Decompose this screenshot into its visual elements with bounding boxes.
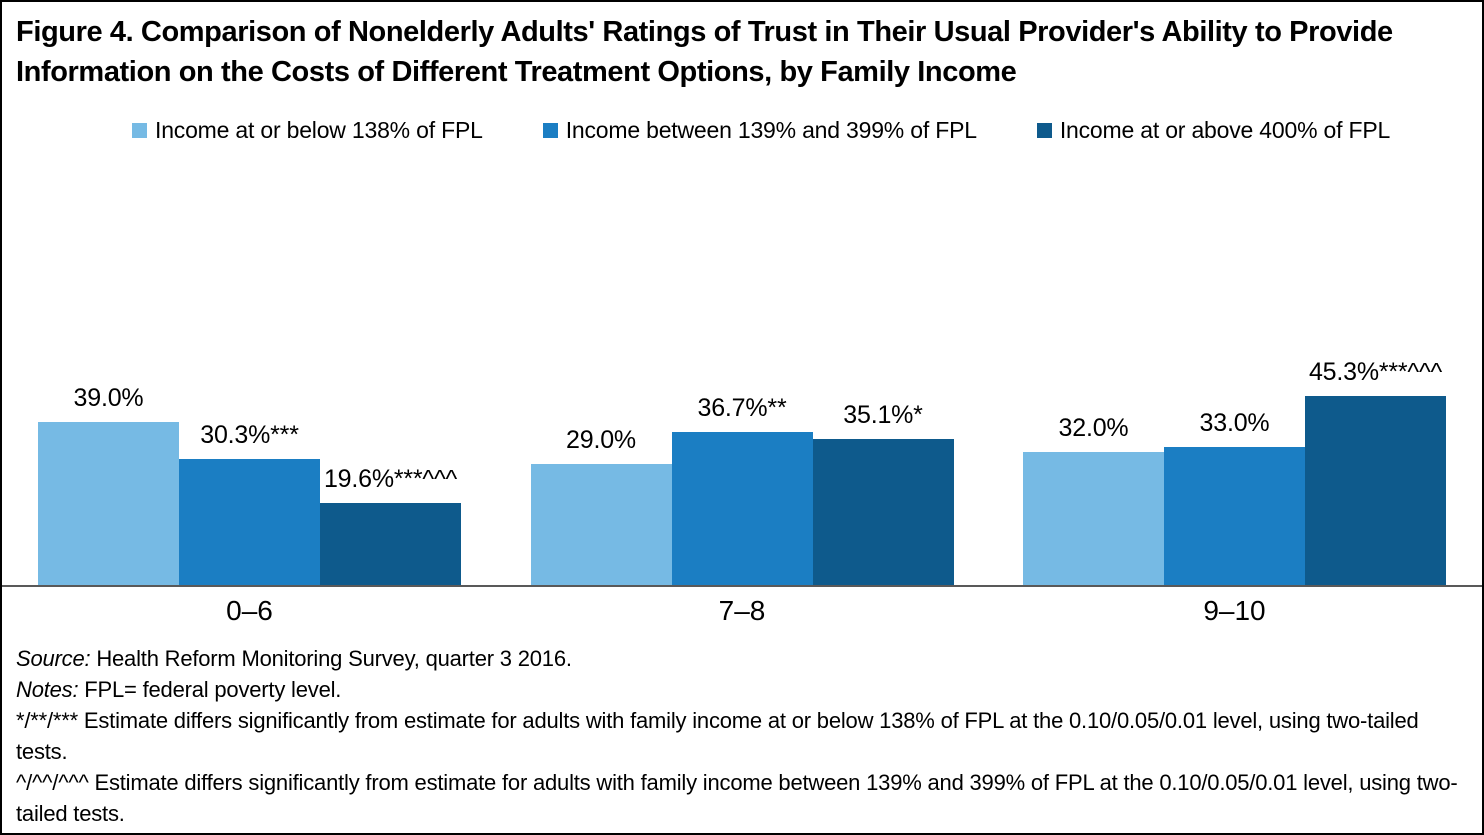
- bar: 32.0%: [1023, 414, 1164, 585]
- notes-line: Notes: FPL= federal poverty level.: [16, 674, 1466, 705]
- bar: 33.0%: [1164, 409, 1305, 585]
- bar: 45.3%***^^^: [1305, 358, 1446, 585]
- bar-value-label: 29.0%: [566, 426, 636, 455]
- bar: 30.3%***: [179, 421, 320, 585]
- source-text: Health Reform Monitoring Survey, quarter…: [90, 646, 572, 671]
- x-axis-labels-row: 0–6 7–8 9–10: [2, 587, 1482, 627]
- notes-block: Source: Health Reform Monitoring Survey,…: [16, 643, 1466, 829]
- legend-swatch-icon: [132, 123, 147, 138]
- legend-label: Income between 139% and 399% of FPL: [565, 117, 977, 143]
- bar: 36.7%**: [671, 394, 813, 585]
- plot-area: 39.0% 30.3%*** 19.6%***^^^ 29.0% 36.7%** 35.1…: [2, 144, 1482, 585]
- significance-note-asterisks: */**/*** Estimate differs significantly …: [16, 708, 1419, 764]
- significance-note-carets: ^/^^/^^^ Estimate differs significantly …: [16, 770, 1458, 826]
- bar-value-label: 36.7%**: [697, 393, 787, 422]
- legend-item-income-139-399: Income between 139% and 399% of FPL: [542, 117, 977, 144]
- bar-value-label: 39.0%: [73, 384, 144, 413]
- bar: 29.0%: [530, 426, 672, 585]
- notes-label: Notes:: [16, 677, 79, 702]
- bar-group-9–10: 32.0% 33.0% 45.3%***^^^: [1023, 358, 1446, 585]
- figure-title: Figure 4. Comparison of Nonelderly Adult…: [16, 16, 1393, 88]
- bar-value-label: 33.0%: [1199, 409, 1270, 438]
- source-label: Source:: [16, 646, 91, 671]
- legend-swatch-icon: [1036, 123, 1052, 138]
- x-axis-line: [2, 585, 1482, 587]
- x-axis-label: 7–8: [718, 595, 766, 626]
- chart-legend: Income at or below 138% of FPL Income be…: [132, 117, 1482, 144]
- x-axis-label: 9–10: [1203, 595, 1266, 626]
- bar-value-label: 45.3%***^^^: [1308, 358, 1443, 387]
- bar-group-7–8: 29.0% 36.7%** 35.1%*: [530, 394, 954, 585]
- bar-value-label: 30.3%***: [200, 420, 299, 449]
- x-axis-label: 0–6: [226, 595, 273, 626]
- bar-value-label: 19.6%***^^^: [323, 465, 458, 494]
- legend-item-income-below-138: Income at or below 138% of FPL: [132, 117, 483, 144]
- notes-text: FPL= federal poverty level.: [78, 677, 342, 702]
- legend-label: Income at or below 138% of FPL: [155, 117, 483, 143]
- bar: 35.1%*: [812, 401, 954, 585]
- bar: 19.6%***^^^: [320, 465, 461, 585]
- legend-swatch-icon: [542, 123, 558, 138]
- legend-item-income-above-400: Income at or above 400% of FPL: [1036, 117, 1391, 144]
- bar-value-label: 35.1%*: [843, 400, 923, 429]
- source-line: Source: Health Reform Monitoring Survey,…: [16, 643, 1466, 674]
- bar: 39.0%: [38, 384, 179, 585]
- bar-value-label: 32.0%: [1058, 413, 1129, 442]
- bar-group-0–6: 39.0% 30.3%*** 19.6%***^^^: [38, 384, 461, 585]
- legend-label: Income at or above 400% of FPL: [1059, 117, 1391, 143]
